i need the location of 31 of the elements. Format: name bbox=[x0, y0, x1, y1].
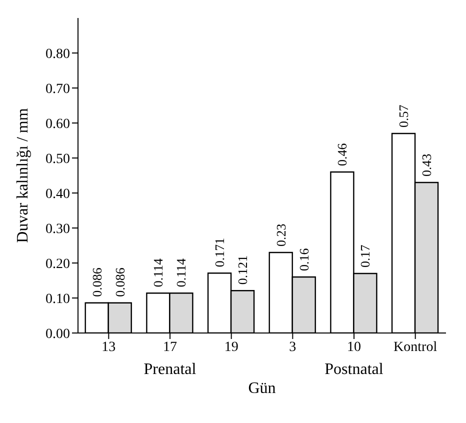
data-label: 0.121 bbox=[235, 255, 250, 285]
y-axis-title: Duvar kalınlığı / mm bbox=[14, 108, 32, 243]
data-label: 0.16 bbox=[296, 248, 312, 271]
data-label: 0.23 bbox=[273, 224, 288, 246]
y-tick-label: 0.50 bbox=[46, 152, 70, 167]
x-tick-label: Kontrol bbox=[394, 340, 438, 355]
y-tick-label: 0.60 bbox=[46, 116, 70, 132]
data-label: 0.171 bbox=[212, 238, 228, 268]
y-tick-label: 0.00 bbox=[46, 326, 70, 342]
y-tick-label: 0.40 bbox=[46, 186, 70, 202]
x-tick-label: 13 bbox=[102, 340, 116, 355]
y-tick-label: 0.20 bbox=[46, 256, 70, 272]
y-tick-label: 0.70 bbox=[46, 82, 70, 97]
data-label: 0.114 bbox=[150, 258, 166, 288]
data-label: 0.086 bbox=[89, 267, 104, 297]
y-tick-label: 0.30 bbox=[46, 222, 70, 237]
data-label: 0.43 bbox=[419, 154, 434, 176]
data-label: 0.46 bbox=[334, 142, 350, 166]
data-label: 0.086 bbox=[112, 267, 128, 297]
data-label: 0.57 bbox=[396, 104, 412, 128]
data-label: 0.17 bbox=[358, 244, 373, 268]
y-tick-label: 0.10 bbox=[46, 292, 70, 307]
x-tick-label: 17 bbox=[163, 340, 177, 355]
data-label: 0.114 bbox=[174, 258, 189, 288]
text: Prenatal bbox=[142, 361, 198, 379]
x-tick-label: 3 bbox=[289, 340, 296, 355]
x-tick-label: 19 bbox=[224, 340, 238, 355]
x-tick-label: 10 bbox=[347, 340, 361, 355]
x-axis-title: Gün bbox=[248, 380, 276, 397]
text: Postnatal bbox=[324, 361, 384, 379]
y-tick-label: 0.80 bbox=[46, 46, 70, 62]
